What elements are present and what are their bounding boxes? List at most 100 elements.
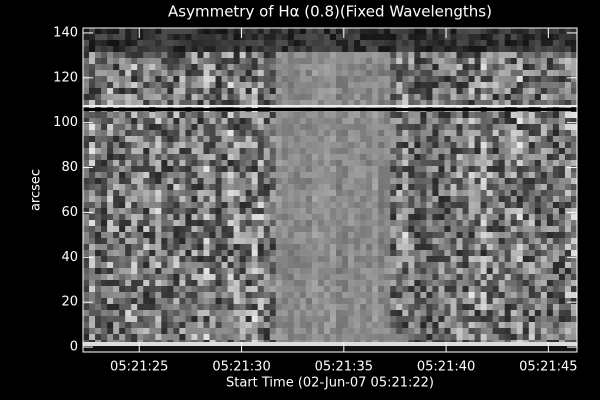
image-cell <box>534 94 542 101</box>
image-cell <box>239 226 247 233</box>
image-cell <box>143 40 150 47</box>
image-cell <box>492 178 500 185</box>
image-cell <box>317 94 325 101</box>
image-cell <box>215 88 223 95</box>
image-cell <box>257 94 265 101</box>
image-cell <box>498 274 506 281</box>
image-cell <box>468 64 476 71</box>
image-cell <box>137 160 144 167</box>
image-cell <box>281 76 289 83</box>
image-cell <box>522 196 530 203</box>
image-cell <box>155 322 162 329</box>
image-cell <box>221 52 229 59</box>
image-cell <box>161 58 168 65</box>
image-cell <box>336 274 343 281</box>
image-cell <box>317 76 325 83</box>
image-cell <box>275 292 283 299</box>
image-cell <box>558 316 566 323</box>
image-cell <box>372 100 379 107</box>
image-cell <box>203 82 211 89</box>
image-cell <box>342 196 349 203</box>
image-cell <box>251 244 259 251</box>
image-cell <box>450 202 458 209</box>
image-cell <box>360 268 367 275</box>
image-cell <box>161 100 168 107</box>
image-cell <box>293 232 301 239</box>
image-cell <box>89 52 96 59</box>
image-cell <box>330 256 337 263</box>
image-cell <box>396 190 403 197</box>
image-cell <box>317 280 325 287</box>
image-cell <box>348 118 355 125</box>
image-cell <box>480 46 488 53</box>
image-cell <box>209 184 217 191</box>
image-cell <box>119 160 126 167</box>
image-cell <box>462 262 470 269</box>
image-cell <box>125 274 132 281</box>
image-cell <box>299 196 307 203</box>
image-cell <box>510 112 518 119</box>
image-cell <box>570 124 578 131</box>
image-cell <box>317 292 325 299</box>
image-cell <box>336 70 343 77</box>
image-cell <box>492 244 500 251</box>
image-cell <box>227 304 235 311</box>
image-cell <box>173 292 180 299</box>
image-cell <box>239 160 247 167</box>
image-cell <box>257 148 265 155</box>
image-cell <box>342 118 349 125</box>
image-cell <box>155 28 162 35</box>
image-cell <box>534 64 542 71</box>
image-cell <box>287 220 295 227</box>
image-cell <box>372 136 379 143</box>
image-cell <box>390 46 397 53</box>
image-cell <box>354 298 361 305</box>
image-cell <box>239 136 247 143</box>
image-cell <box>546 76 554 83</box>
image-cell <box>414 196 421 203</box>
image-cell <box>119 262 126 269</box>
image-cell <box>293 82 301 89</box>
image-cell <box>558 232 566 239</box>
image-cell <box>336 214 343 221</box>
image-cell <box>299 316 307 323</box>
image-cell <box>462 46 470 53</box>
image-cell <box>342 88 349 95</box>
image-cell <box>305 166 313 173</box>
image-cell <box>570 82 578 89</box>
image-cell <box>173 112 180 119</box>
image-cell <box>468 226 476 233</box>
image-cell <box>546 70 554 77</box>
image-cell <box>402 256 409 263</box>
image-cell <box>420 262 427 269</box>
image-cell <box>432 148 439 155</box>
image-cell <box>305 172 313 179</box>
image-cell <box>522 130 530 137</box>
image-cell <box>552 160 560 167</box>
image-cell <box>444 142 451 149</box>
image-cell <box>516 58 524 65</box>
image-cell <box>239 88 247 95</box>
image-cell <box>167 166 174 173</box>
image-cell <box>185 304 192 311</box>
image-cell <box>552 130 560 137</box>
image-cell <box>420 160 427 167</box>
image-cell <box>492 124 500 131</box>
image-cell <box>558 28 566 35</box>
image-cell <box>528 28 536 35</box>
image-cell <box>450 256 458 263</box>
image-cell <box>311 100 319 107</box>
image-cell <box>269 274 277 281</box>
image-cell <box>480 178 488 185</box>
image-cell <box>438 88 445 95</box>
image-cell <box>215 160 223 167</box>
image-cell <box>143 208 150 215</box>
image-cell <box>438 52 445 59</box>
image-cell <box>293 208 301 215</box>
image-cell <box>390 304 397 311</box>
image-cell <box>504 58 512 65</box>
image-cell <box>420 154 427 161</box>
image-cell <box>534 154 542 161</box>
image-cell <box>167 178 174 185</box>
image-cell <box>245 262 253 269</box>
